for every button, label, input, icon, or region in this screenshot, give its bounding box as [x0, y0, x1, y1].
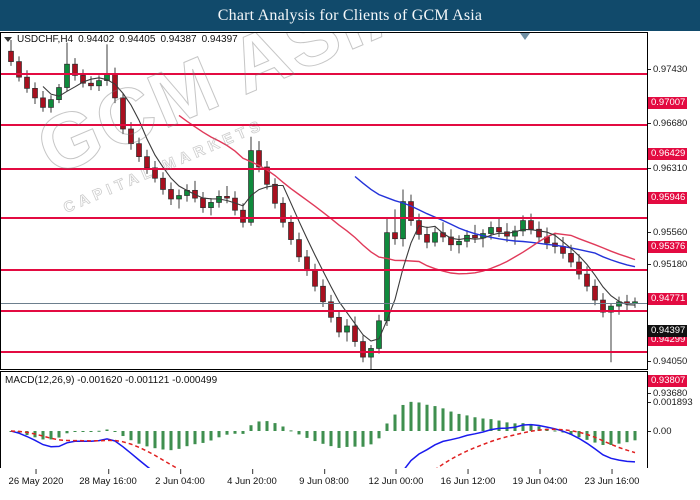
ohlc-low: 0.94387 — [160, 34, 197, 45]
price-level-tag[interactable]: 0.96429 — [648, 148, 688, 160]
level-line-0.95946 — [1, 168, 647, 170]
price-series-svg — [8, 40, 638, 369]
symbol-header[interactable]: USDCHF,H4 0.94402 0.94405 0.94387 0.9439… — [4, 34, 238, 45]
date-tick: 2 Jun 04:00 — [155, 469, 205, 487]
date-tick: 26 May 2020 — [9, 469, 63, 487]
level-line-0.97007 — [1, 73, 647, 75]
price-tick: 0.96310 — [648, 163, 687, 174]
ohlc-open: 0.94402 — [78, 34, 115, 45]
date-tick: 4 Jun 20:00 — [227, 469, 277, 487]
window-title-bar: Chart Analysis for Clients of GCM Asia — [0, 0, 700, 31]
candlestick-series — [8, 40, 638, 369]
symbol-label: USDCHF,H4 — [17, 34, 74, 45]
current-price-line — [1, 303, 647, 304]
ohlc-high: 0.94405 — [119, 34, 156, 45]
macd-histogram — [9, 401, 637, 451]
price-tick: 0.94050 — [648, 356, 687, 367]
price-pane[interactable]: GCM ASIA国汇亚洲 CAPITAL MARKETS — [1, 33, 647, 369]
chevron-down-icon[interactable] — [4, 37, 12, 42]
price-tick: 0.97430 — [648, 64, 687, 75]
date-tick: 23 Jun 16:00 — [585, 469, 639, 487]
price-level-tag[interactable]: 0.95946 — [648, 192, 688, 204]
pane-collapse-marker[interactable] — [520, 33, 530, 40]
moving-average-dark — [42, 77, 636, 342]
date-tick: 16 Jun 12:00 — [441, 469, 495, 487]
price-level-tag[interactable]: 0.97007 — [648, 97, 688, 109]
price-tick: 0.93680 — [648, 388, 687, 399]
price-tick: 0.95560 — [648, 227, 687, 238]
macd-header: MACD(12,26,9) -0.001620 -0.001121 -0.000… — [5, 375, 217, 386]
price-level-tag[interactable]: 0.95376 — [648, 241, 688, 253]
macd-label: MACD(12,26,9) — [5, 375, 75, 386]
level-line-0.94771 — [1, 269, 647, 271]
ohlc-close: 0.94397 — [201, 34, 238, 45]
moving-average-blue — [354, 175, 636, 268]
level-line-0.93807 — [1, 351, 647, 353]
macd-tick: 0.001893 — [648, 397, 693, 408]
macd-values: -0.001620 -0.001121 -0.000499 — [77, 375, 218, 386]
date-tick: 28 May 16:00 — [79, 469, 137, 487]
date-tick: 12 Jun 00:00 — [369, 469, 423, 487]
current-price-tag: 0.94397 — [648, 325, 688, 337]
price-level-tag[interactable]: 0.93807 — [648, 375, 688, 387]
level-line-0.95376 — [1, 217, 647, 219]
price-tick: 0.96680 — [648, 118, 687, 129]
page-title: Chart Analysis for Clients of GCM Asia — [217, 6, 483, 24]
price-level-tag[interactable]: 0.94771 — [648, 293, 688, 305]
date-axis[interactable]: 26 May 2020 28 May 16:00 2 Jun 04:00 4 Jun … — [0, 468, 700, 500]
date-tick: 9 Jun 08:00 — [299, 469, 349, 487]
level-line-0.96429 — [1, 124, 647, 126]
price-level-tag[interactable]: 0.94299 — [648, 334, 688, 346]
date-tick: 19 Jun 04:00 — [513, 469, 567, 487]
level-line-0.94299 — [1, 310, 647, 312]
moving-average-red — [178, 114, 636, 275]
price-axis[interactable]: 0.97430 0.96680 0.96310 0.95560 0.95180 0.940… — [648, 31, 700, 500]
chart-area: GCM ASIA国汇亚洲 CAPITAL MARKETS — [0, 31, 700, 500]
price-tick: 0.95180 — [648, 259, 687, 270]
macd-tick: 0.00 — [648, 426, 672, 437]
